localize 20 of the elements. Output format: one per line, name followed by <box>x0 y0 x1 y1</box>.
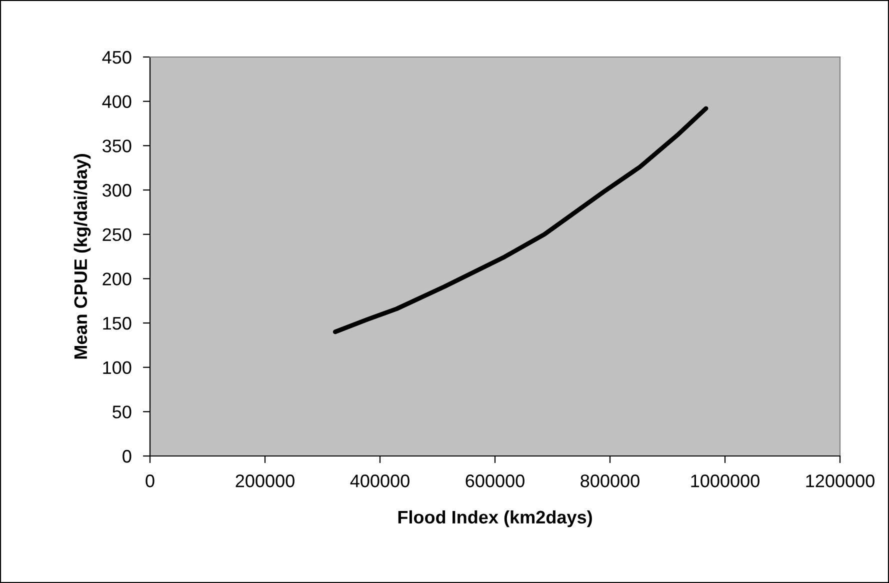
x-tick-label: 1200000 <box>806 474 874 488</box>
x-tick-label: 800000 <box>580 474 640 488</box>
y-tick-label: 450 <box>102 50 132 64</box>
y-tick-label: 300 <box>102 184 132 197</box>
x-tick-label: 0 <box>146 474 154 488</box>
y-tick-label: 350 <box>102 140 132 152</box>
x-tick-label: 1000000 <box>691 474 760 488</box>
y-tick-label: 400 <box>102 95 132 108</box>
line-series <box>332 106 708 334</box>
y-tick-label: 50 <box>112 406 132 418</box>
x-tick-label: 600000 <box>466 474 524 488</box>
y-tick-label: 150 <box>103 316 132 330</box>
y-axis-title: Mean CPUE (kg/dai/day) <box>74 154 91 359</box>
y-tick-label: 0 <box>122 450 132 463</box>
x-axis-title: Flood Index (km2days) <box>398 510 592 528</box>
y-tick-label: 100 <box>103 361 132 374</box>
x-tick-label: 400000 <box>350 474 410 488</box>
y-tick-label: 200 <box>102 272 132 286</box>
x-tick-label: 200000 <box>236 474 294 488</box>
y-tick-label: 250 <box>102 228 132 242</box>
